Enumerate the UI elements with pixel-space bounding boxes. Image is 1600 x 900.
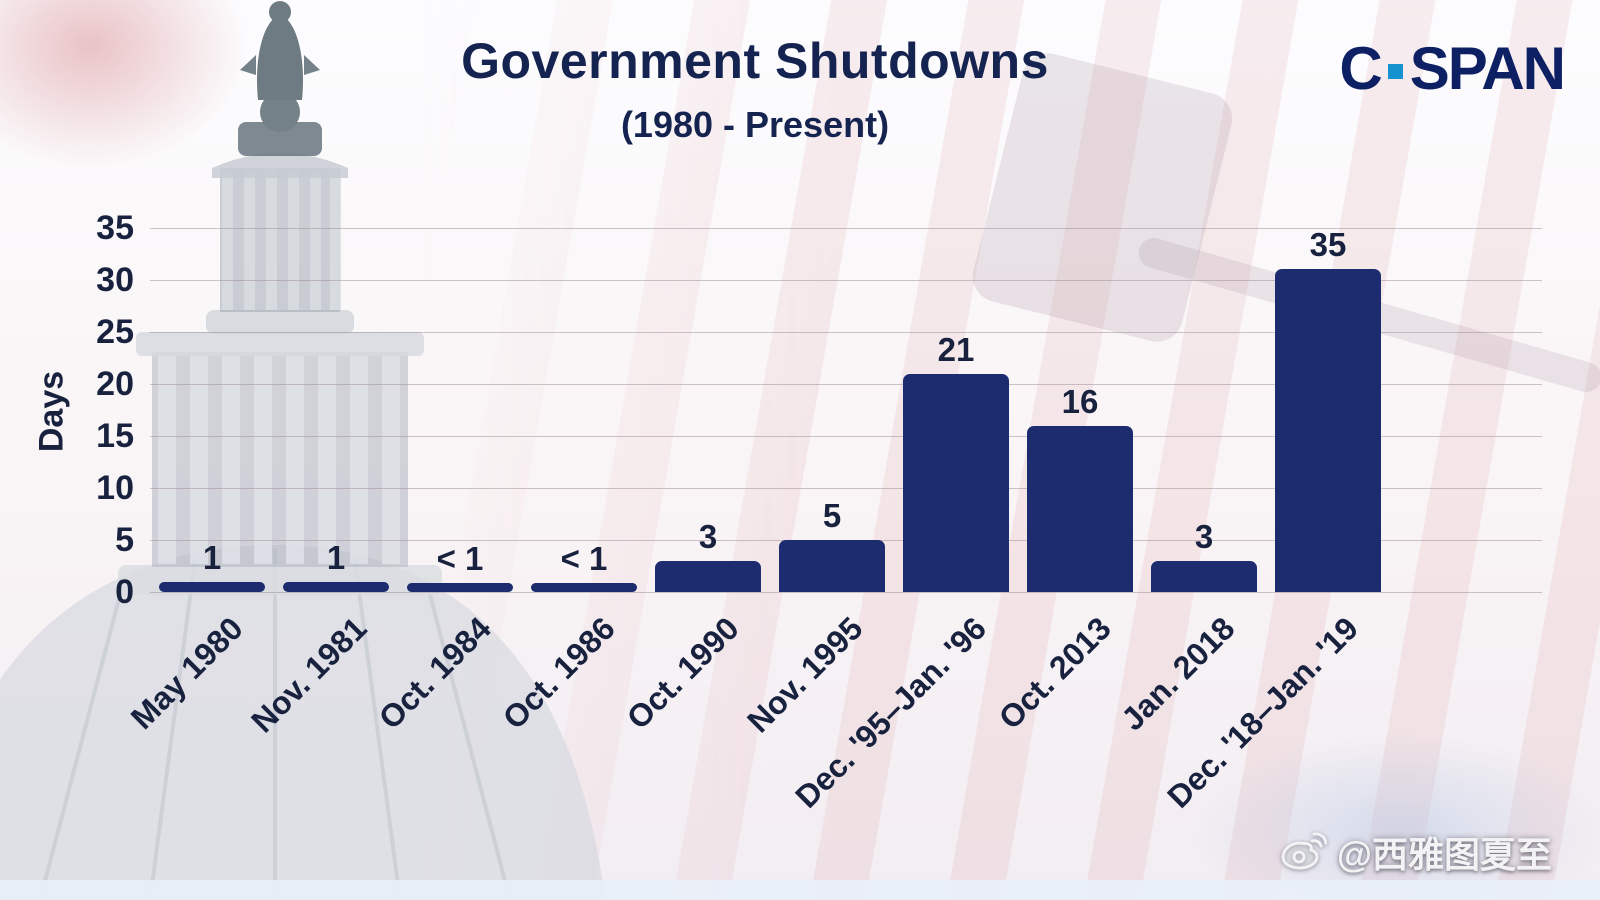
bar xyxy=(1027,426,1133,592)
bar-slot: 16 Oct. 2013 xyxy=(991,228,1142,736)
gridline xyxy=(150,332,1542,333)
bar-value-label: 35 xyxy=(1309,226,1347,263)
bar xyxy=(159,582,265,592)
y-axis-label: Days xyxy=(32,370,71,453)
cspan-logo-square-icon xyxy=(1387,64,1403,79)
bar-value-label: < 1 xyxy=(560,540,608,577)
gridline xyxy=(150,280,1542,281)
bar-slot: < 1 Oct. 1986 xyxy=(495,228,646,736)
y-tick-label: 20 xyxy=(96,365,134,403)
bar xyxy=(655,561,761,592)
y-tick-label: 15 xyxy=(96,417,134,455)
chart-subtitle: (1980 - Present) xyxy=(620,104,890,145)
bar-slot: < 1 Oct. 1984 xyxy=(371,228,522,736)
bar-slot: 35 Dec. '18–Jan. '19 xyxy=(1161,226,1390,815)
flag-blue-fold xyxy=(1120,700,1600,900)
bar-value-label: 3 xyxy=(1194,518,1214,555)
gridline xyxy=(150,436,1542,437)
chart-title: Government Shutdowns xyxy=(461,33,1049,89)
bar-value-label: 5 xyxy=(822,497,842,534)
y-tick-label: 35 xyxy=(96,209,134,247)
watermark: @西雅图夏至 xyxy=(1279,826,1552,878)
bar-slot: 21 Dec. '95–Jan. '96 xyxy=(789,228,1018,815)
bar-value-label: 21 xyxy=(937,331,975,368)
chart-header: Government Shutdowns (1980 - Present) xyxy=(300,32,1210,146)
bar-slot: 1 May 1980 xyxy=(123,228,274,736)
y-tick-label: 30 xyxy=(96,261,134,299)
bars-container: 1 May 1980 1 Nov. 1981 < 1 Oct. 1984 < 1 Oct. 1… xyxy=(123,226,1390,815)
bar xyxy=(779,540,885,592)
gridline xyxy=(150,592,1542,593)
bar-slot: 3 Oct. 1990 xyxy=(619,228,770,736)
bar-chart: 0 5 10 15 20 25 30 35 1 May 1980 1 Nov. 1981 < 1 Oct.… xyxy=(96,211,1542,815)
y-tick-label: 10 xyxy=(96,469,134,507)
bar-value-label: < 1 xyxy=(436,540,484,577)
bar-value-label: 16 xyxy=(1061,383,1099,420)
bar-slot: 3 Jan. 2018 xyxy=(1114,228,1266,737)
gridline xyxy=(150,228,1542,229)
bottom-band xyxy=(0,880,1600,900)
bar xyxy=(531,583,637,592)
bar xyxy=(1151,561,1257,592)
bar-slot: 5 Nov. 1995 xyxy=(740,228,894,739)
bar-value-label: 3 xyxy=(698,518,718,555)
bar-slot: 1 Nov. 1981 xyxy=(244,228,398,739)
gridline xyxy=(150,384,1542,385)
weibo-icon xyxy=(1281,832,1327,870)
y-tick-label: 25 xyxy=(96,313,134,351)
bar xyxy=(283,582,389,592)
bar-value-label: 1 xyxy=(326,539,346,576)
bar xyxy=(407,583,513,592)
gridline xyxy=(150,488,1542,489)
cspan-logo-c: C xyxy=(1339,35,1382,102)
watermark-text: @西雅图夏至 xyxy=(1336,834,1552,875)
y-tick-label: 5 xyxy=(115,521,134,559)
y-tick-label: 0 xyxy=(115,573,134,611)
bar xyxy=(903,374,1009,592)
bar xyxy=(1275,269,1381,592)
capitol-dome-image xyxy=(0,1,605,900)
flag-stripes xyxy=(420,0,1600,900)
cspan-logo-span: SPAN xyxy=(1409,35,1566,102)
cspan-logo: C SPAN xyxy=(1339,34,1566,103)
bar-value-label: 1 xyxy=(202,539,222,576)
